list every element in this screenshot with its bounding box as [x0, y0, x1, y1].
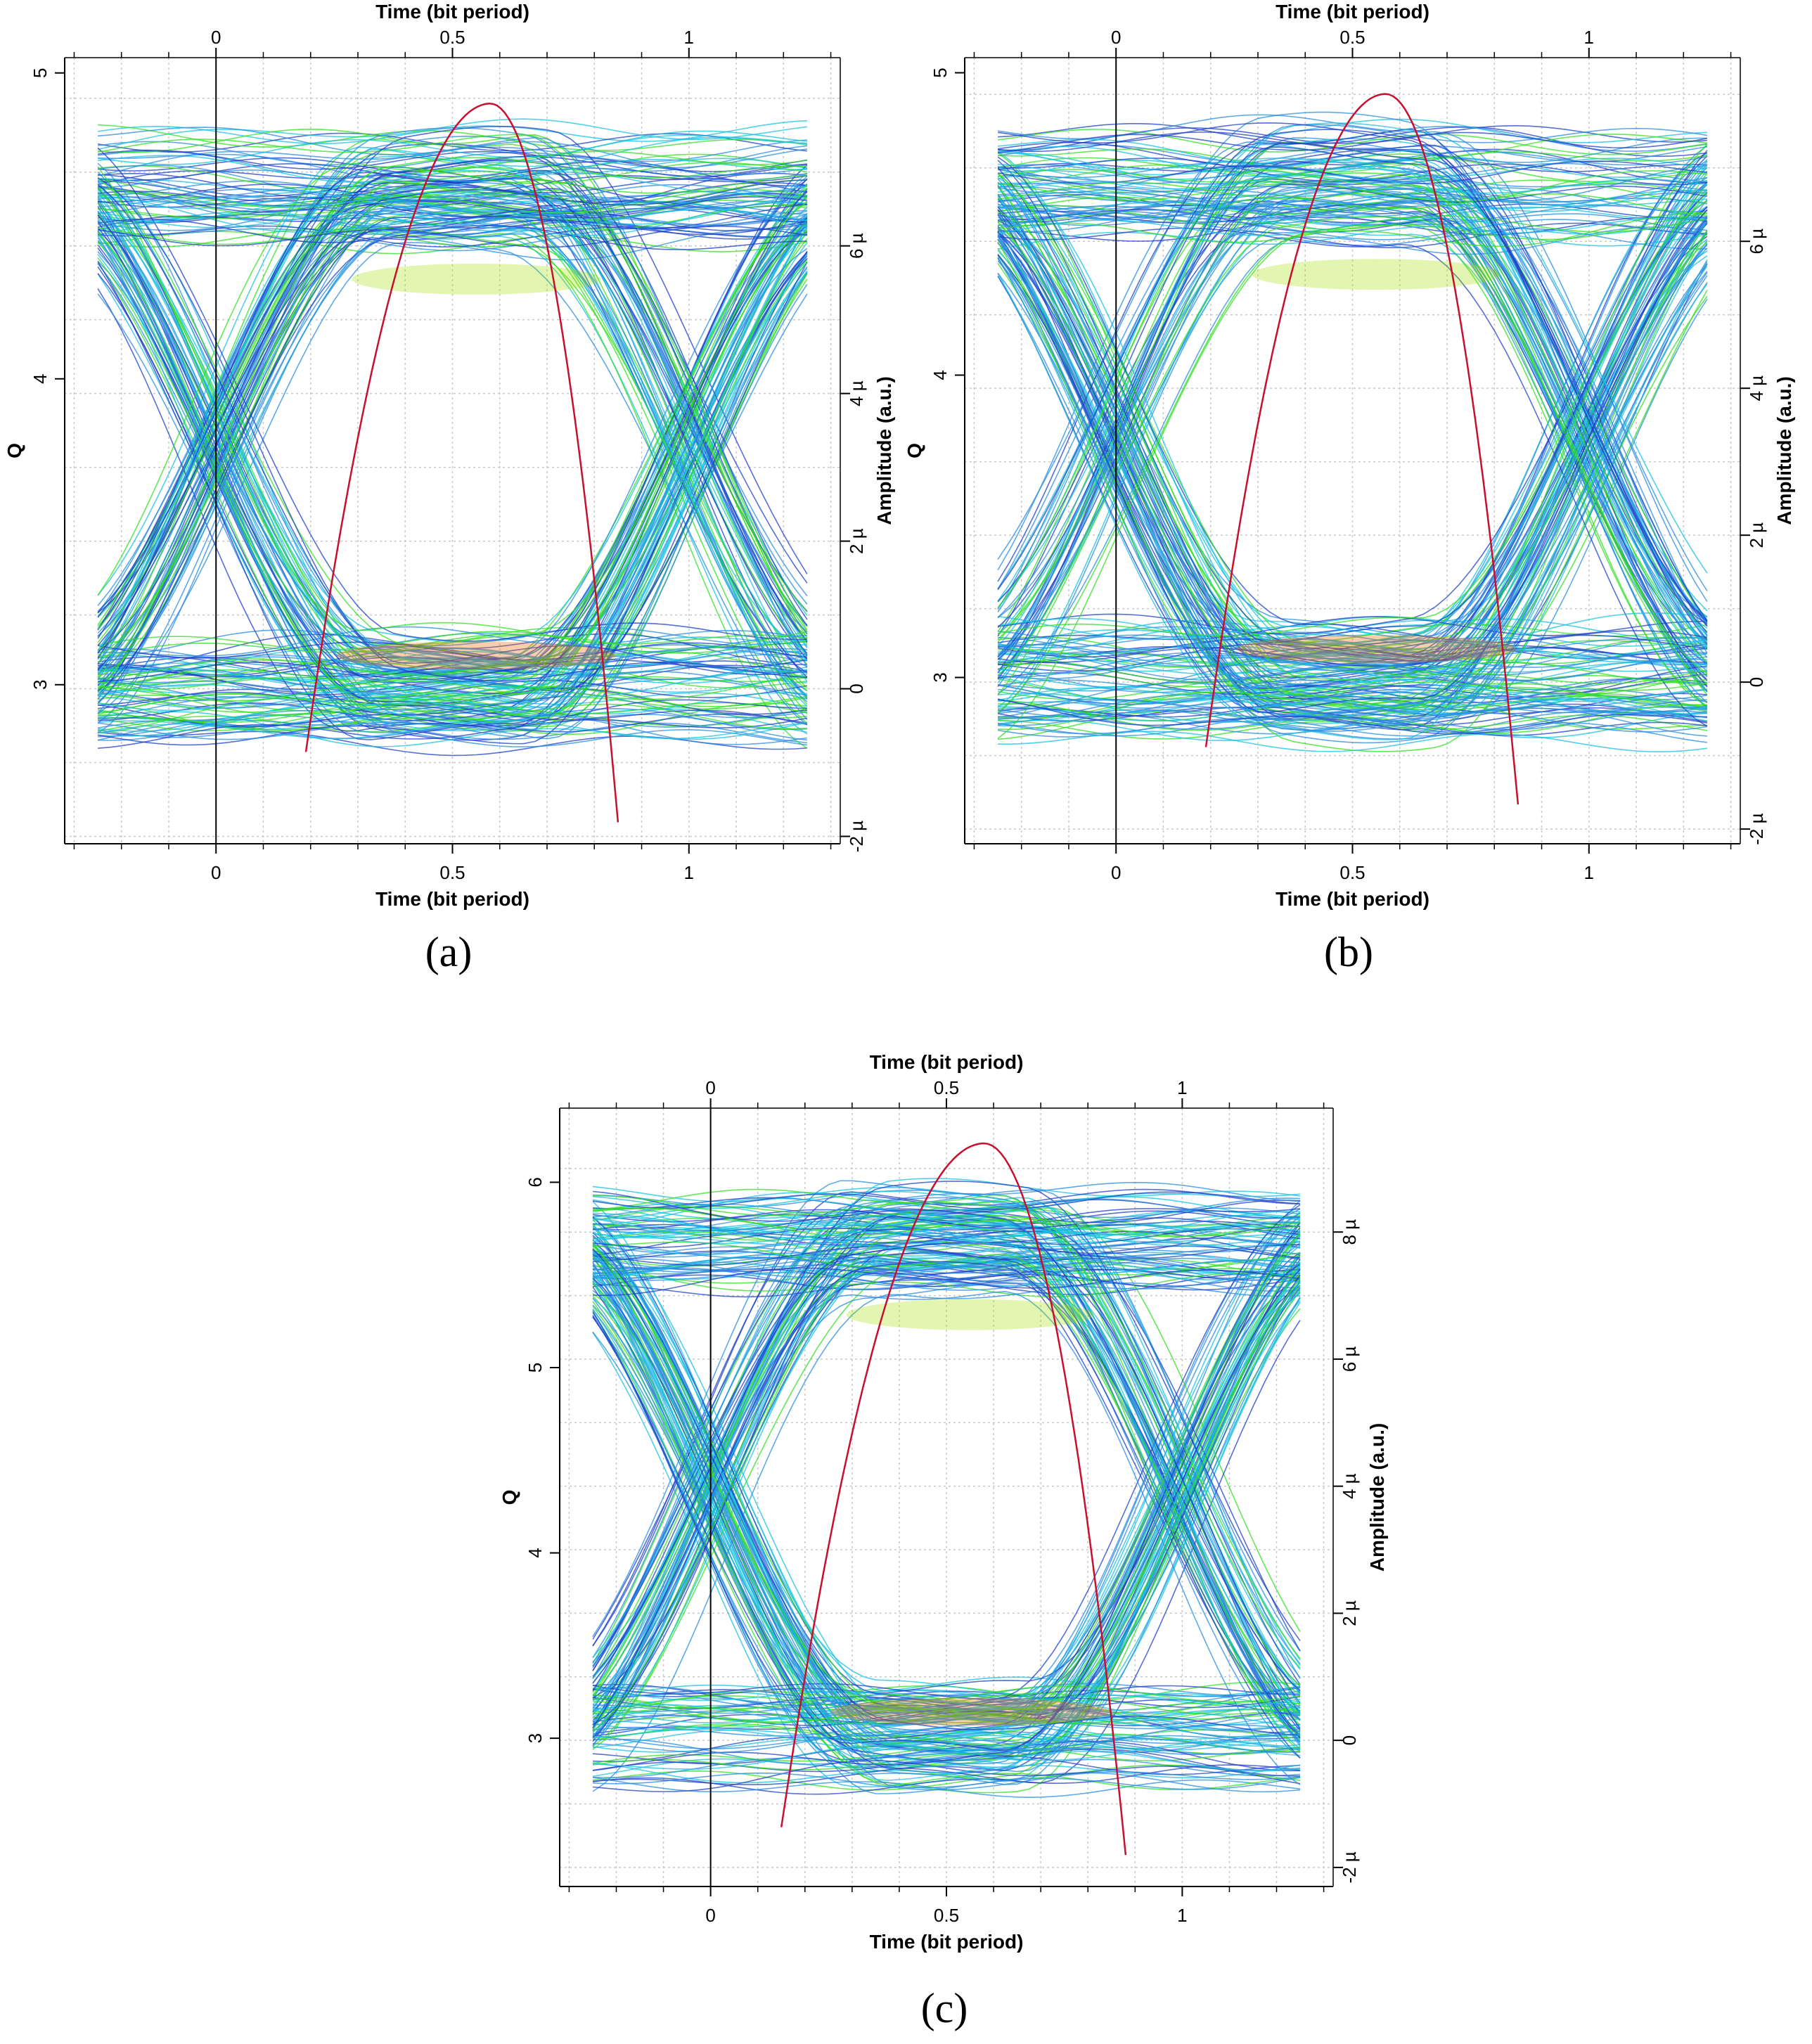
x-tick-label-top: 0 [1111, 27, 1121, 48]
q-tick-label: 4 [525, 1548, 546, 1557]
x-axis-title-top: Time (bit period) [870, 1051, 1024, 1073]
x-tick-label-top: 0.5 [439, 27, 465, 48]
x-tick-label-top: 0 [211, 27, 221, 48]
q-tick-label: 3 [30, 680, 51, 690]
amplitude-tick-label: 8 µ [1339, 1219, 1360, 1245]
x-axis-title-top: Time (bit period) [375, 1, 529, 23]
eye-density-peak-low [336, 641, 616, 670]
q-tick-label: 5 [30, 68, 51, 78]
q-axis-title: Q [4, 443, 25, 458]
x-tick-label-top: 1 [1177, 1077, 1187, 1098]
eye-density-peak-low [830, 1697, 1110, 1726]
amplitude-tick-label: -2 µ [1746, 813, 1767, 844]
x-tick-label-top: 0.5 [934, 1077, 959, 1098]
amplitude-axis-title: Amplitude (a.u.) [1773, 376, 1795, 525]
eye-diagram-panel-b: 0 0 0.5 0.5 1 1 Time (bit period) Time (bit per… [904, 0, 1812, 914]
x-tick-label-bottom: 1 [1177, 1905, 1187, 1926]
x-tick-label-bottom: 0.5 [1339, 862, 1365, 883]
q-tick-label: 5 [525, 1363, 546, 1373]
eye-density-peak-low [1236, 635, 1516, 664]
x-tick-label-bottom: 0.5 [439, 862, 465, 883]
eye-density-peak-high [1252, 259, 1501, 290]
eye-diagram-chart-a: 0 0 0.5 0.5 1 1 Time (bit period) Time (bit per… [4, 1, 895, 910]
amplitude-tick-label: 6 µ [1746, 229, 1767, 255]
amplitude-tick-label: 4 µ [846, 380, 867, 406]
amplitude-tick-label: 0 [1339, 1735, 1360, 1745]
q-tick-label: 6 [525, 1177, 546, 1187]
x-tick-label-bottom: 0 [211, 862, 221, 883]
x-tick-label-bottom: 1 [684, 862, 694, 883]
q-factor-curve [780, 1142, 1127, 1856]
caption-c-text: (c) [920, 1985, 968, 2031]
q-tick-label: 4 [930, 370, 951, 380]
q-tick-label: 3 [525, 1733, 546, 1743]
amplitude-axis-title: Amplitude (a.u.) [1366, 1423, 1388, 1572]
caption-b-text: (b) [1324, 929, 1373, 975]
amplitude-tick-label: 2 µ [1339, 1600, 1360, 1626]
eye-density-peak-high [846, 1299, 1094, 1330]
q-tick-label: 5 [930, 68, 951, 77]
amplitude-tick-label: 2 µ [1746, 522, 1767, 548]
amplitude-axis-title: Amplitude (a.u.) [873, 376, 895, 525]
x-tick-label-bottom: 0 [705, 1905, 715, 1926]
panel-caption-b: (b) [1278, 928, 1419, 977]
amplitude-tick-label: 6 µ [846, 233, 867, 259]
amplitude-tick-label: 0 [1746, 677, 1767, 687]
x-tick-label-top: 1 [684, 27, 694, 48]
eye-diagram-panel-c: 0 0 0.5 0.5 1 1 Time (bit period) Time (bit per… [492, 1041, 1406, 1955]
amplitude-tick-label: 0 [846, 683, 867, 693]
amplitude-tick-label: 6 µ [1339, 1346, 1360, 1373]
x-tick-label-top: 0 [705, 1077, 715, 1098]
q-tick-label: 3 [930, 672, 951, 682]
x-axis-title-top: Time (bit period) [1276, 1, 1429, 23]
amplitude-tick-label: 2 µ [846, 528, 867, 554]
q-factor-curve [304, 103, 619, 823]
amplitude-tick-label: 4 µ [1746, 375, 1767, 401]
eye-density-peak-high [352, 263, 600, 295]
x-axis-title-bottom: Time (bit period) [375, 888, 529, 910]
panel-caption-a: (a) [378, 928, 519, 977]
amplitude-tick-label: -2 µ [1339, 1851, 1360, 1883]
x-axis-title-bottom: Time (bit period) [1276, 888, 1429, 910]
q-axis-title: Q [499, 1490, 520, 1505]
amplitude-tick-label: -2 µ [846, 821, 867, 852]
eye-diagram-chart-b: 0 0 0.5 0.5 1 1 Time (bit period) Time (bit per… [904, 1, 1795, 910]
q-factor-curve [1204, 93, 1519, 805]
x-tick-label-top: 1 [1584, 27, 1594, 48]
x-tick-label-top: 0.5 [1339, 27, 1365, 48]
x-axis-title-bottom: Time (bit period) [870, 1931, 1024, 1953]
x-tick-label-bottom: 0.5 [934, 1905, 959, 1926]
eye-diagram-panel-a: 0 0 0.5 0.5 1 1 Time (bit period) Time (bit per… [0, 0, 906, 914]
panel-caption-c: (c) [874, 1984, 1015, 2033]
amplitude-tick-label: 4 µ [1339, 1473, 1360, 1499]
x-tick-label-bottom: 0 [1111, 862, 1121, 883]
x-tick-label-bottom: 1 [1584, 862, 1594, 883]
q-tick-label: 4 [30, 374, 51, 384]
q-axis-title: Q [904, 443, 925, 458]
caption-a-text: (a) [425, 929, 473, 975]
eye-diagram-chart-c: 0 0 0.5 0.5 1 1 Time (bit period) Time (bit per… [499, 1051, 1388, 1953]
